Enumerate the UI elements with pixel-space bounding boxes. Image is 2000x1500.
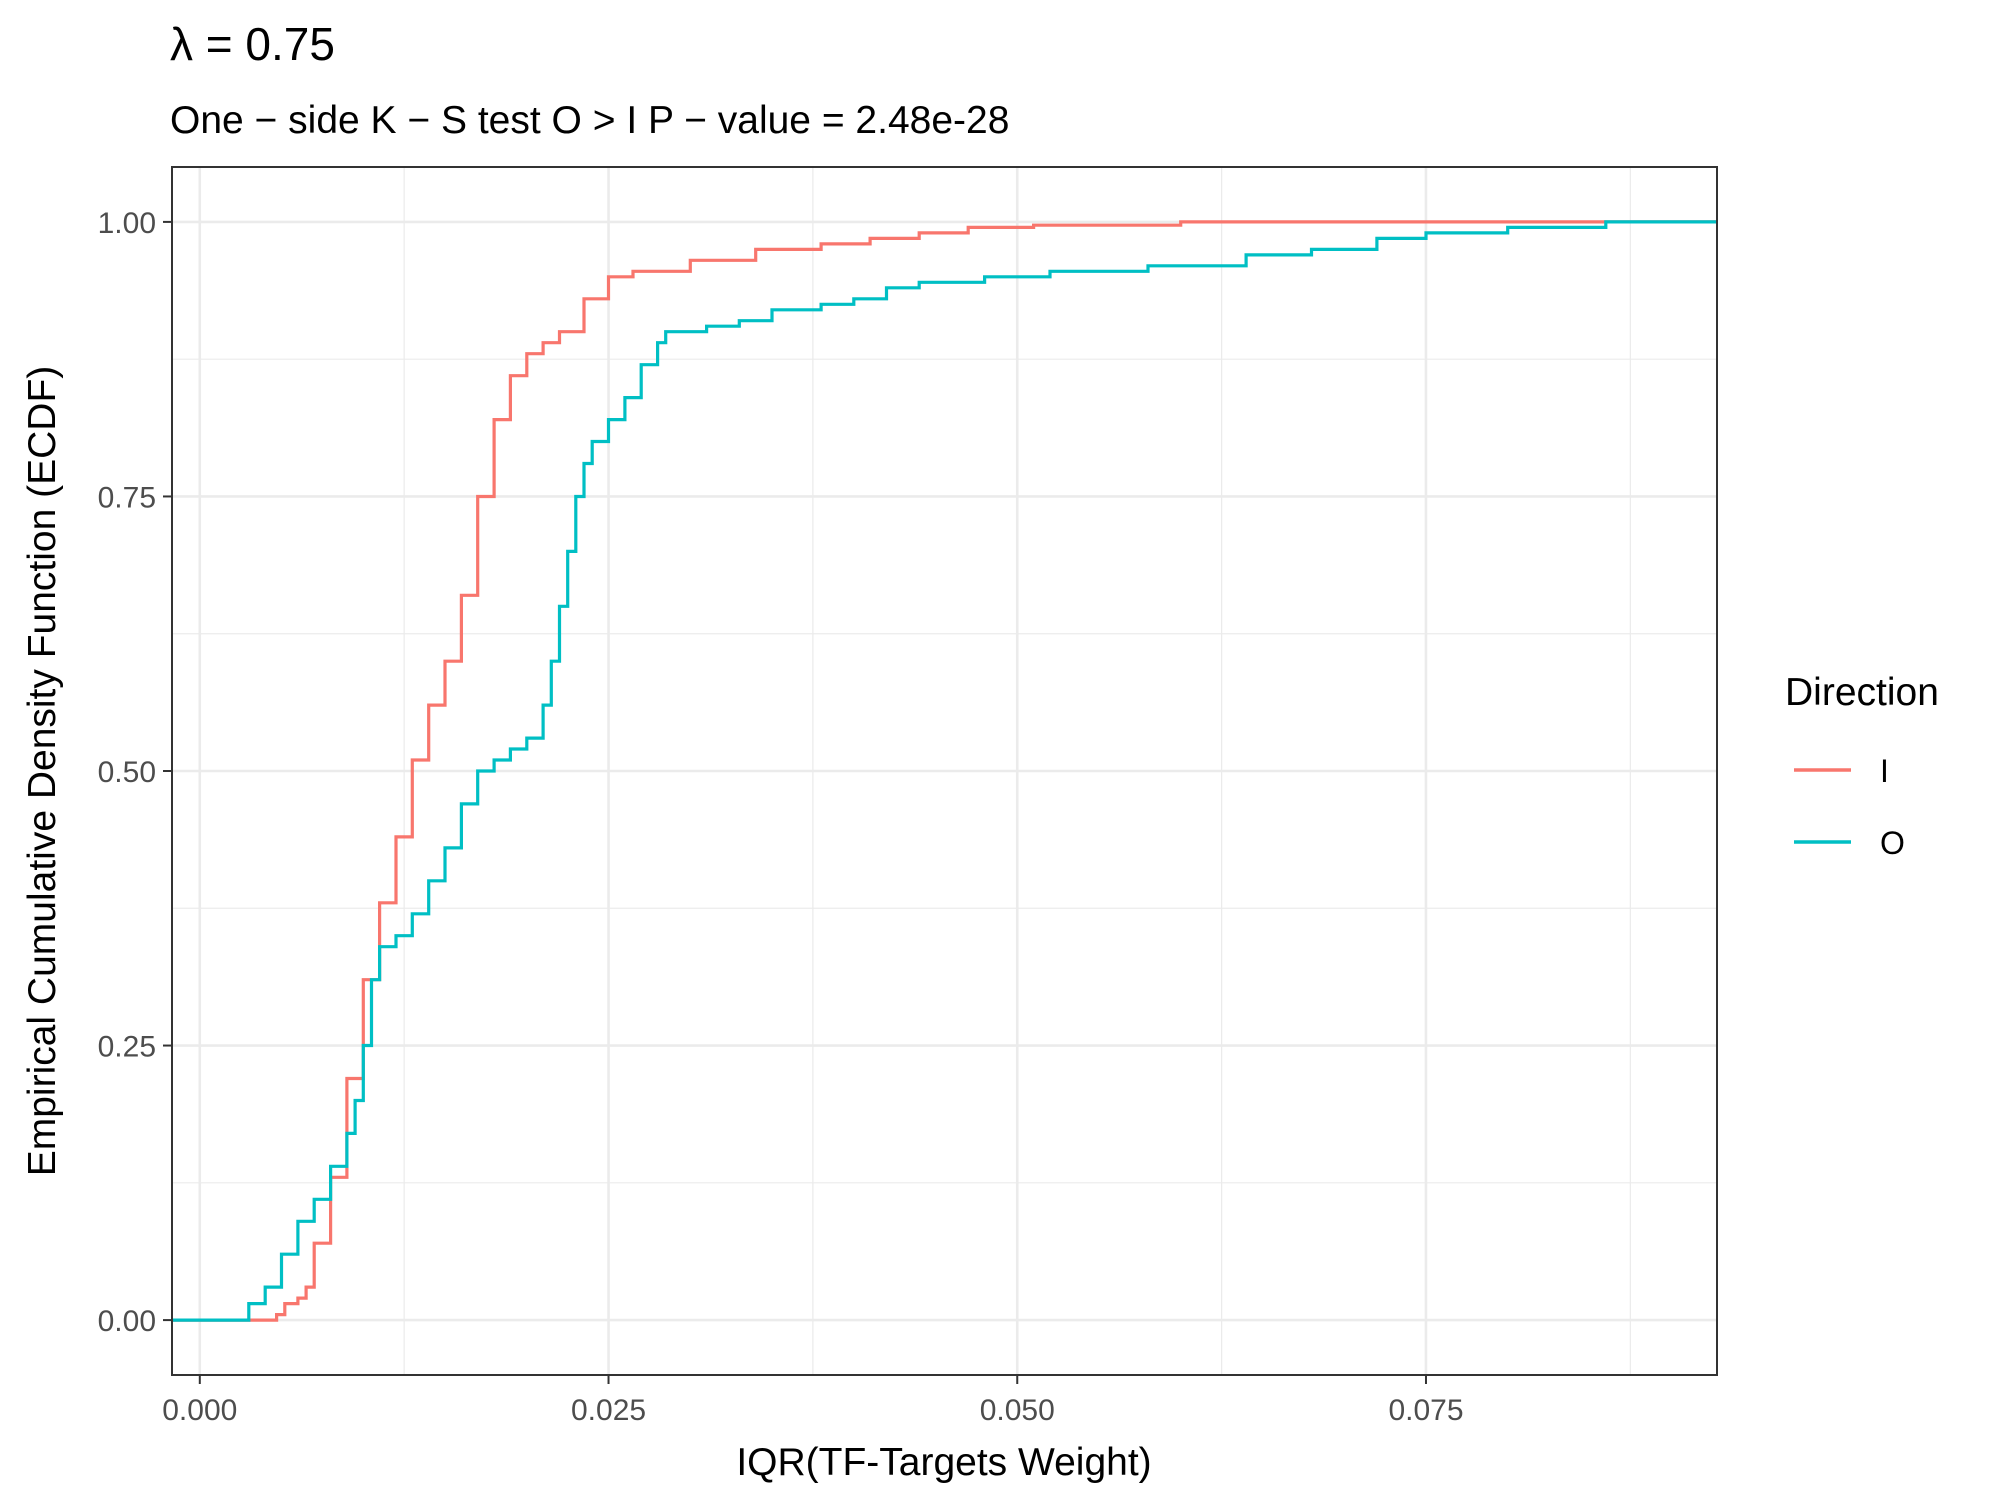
y-tick-label-2: 0.50: [98, 756, 156, 789]
legend-label-i: I: [1880, 753, 1889, 789]
y-tick-label-0: 0.00: [98, 1305, 156, 1338]
y-axis-title: Empirical Cumulative Density Function (E…: [21, 366, 64, 1177]
y-tick-label-1: 0.25: [98, 1031, 156, 1064]
chart-title: λ = 0.75: [170, 18, 335, 70]
series-line-o: [172, 220, 1717, 1322]
x-axis-title: IQR(TF-Targets Weight): [736, 1441, 1151, 1484]
series-layer: [172, 220, 1717, 1322]
series-line-i: [172, 220, 1717, 1322]
x-tick-label-1: 0.025: [571, 1394, 646, 1427]
legend-title: Direction: [1785, 671, 1939, 714]
x-tick-label-0: 0.000: [162, 1394, 237, 1427]
grid-major: [172, 167, 1717, 1375]
x-tick-label-3: 0.075: [1388, 1394, 1463, 1427]
y-tick-label-3: 0.75: [98, 481, 156, 514]
x-tick-label-2: 0.050: [980, 1394, 1055, 1427]
axis-ticks: 0.000 0.025 0.050 0.075 0.00 0.25 0.50 0.75 1.00: [98, 207, 1464, 1427]
y-tick-label-4: 1.00: [98, 207, 156, 240]
legend-label-o: O: [1880, 825, 1905, 861]
chart-subtitle: One − side K − S test O > I P − value = …: [170, 99, 1009, 142]
legend: Direction I O: [1785, 671, 1939, 861]
